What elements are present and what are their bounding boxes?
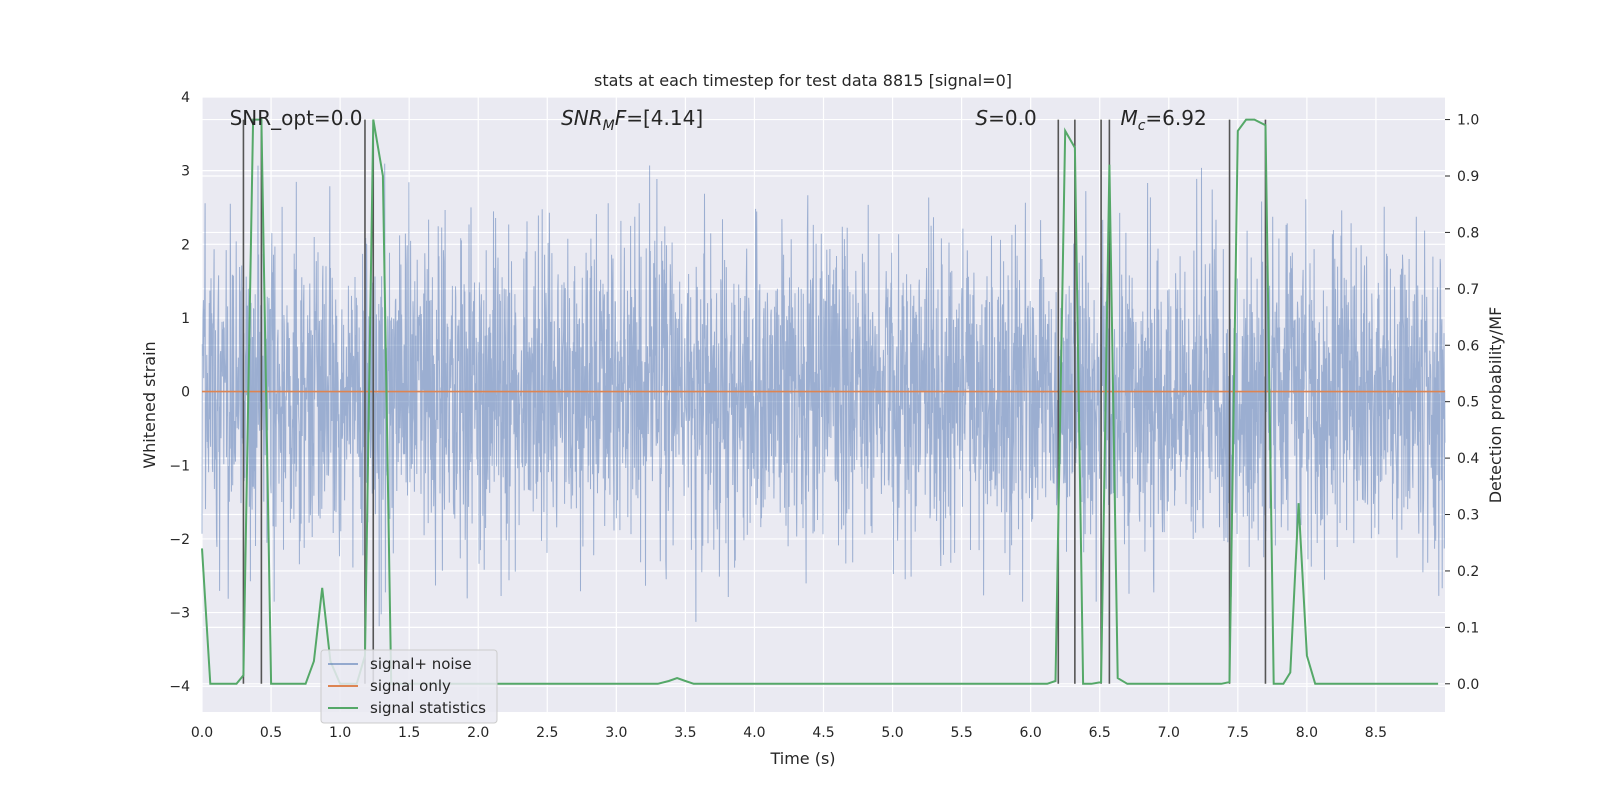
x-tick-label: 8.5 — [1365, 725, 1387, 741]
x-tick-label: 8.0 — [1296, 725, 1318, 741]
y-tick-label: −2 — [169, 532, 190, 548]
legend-label-noise: signal+ noise — [370, 655, 472, 673]
y2-tick-label: 0.5 — [1457, 395, 1479, 411]
y2-tick-label: 0.1 — [1457, 620, 1479, 636]
stats-line — [201, 118, 1439, 685]
x-tick-label: 6.0 — [1020, 725, 1042, 741]
x-tick-label: 3.0 — [605, 725, 627, 741]
y-axis-label: Whitened strain — [140, 341, 159, 468]
x-tick-label: 7.0 — [1158, 725, 1180, 741]
signal-statistics-series — [201, 118, 1439, 685]
chart-title: stats at each timestep for test data 881… — [594, 71, 1012, 90]
y-axis-ticks: 4 3 2 1 0 −1 −2 −3 −4 — [169, 90, 190, 695]
x-tick-label: 0.5 — [260, 725, 282, 741]
y2-tick-label: 1.0 — [1457, 113, 1479, 129]
signal-noise-series — [201, 163, 1446, 627]
x-tick-label: 4.5 — [812, 725, 834, 741]
y2-tick-label: 0.0 — [1457, 677, 1479, 693]
annotation-text: Mc=6.92 — [1120, 106, 1206, 134]
y2-tick-label: 0.4 — [1457, 451, 1479, 467]
legend-label-signal: signal only — [370, 677, 451, 695]
y-tick-label: 4 — [181, 90, 190, 106]
x-tick-label: 1.0 — [329, 725, 351, 741]
y-tick-label: 1 — [181, 311, 190, 327]
x-tick-label: 4.0 — [743, 725, 765, 741]
x-tick-label: 3.5 — [674, 725, 696, 741]
x-tick-label: 1.5 — [398, 725, 420, 741]
x-tick-label: 5.0 — [881, 725, 903, 741]
x-tick-label: 0.0 — [191, 725, 213, 741]
y-tick-label: −1 — [169, 458, 190, 474]
y2-tick-label: 0.6 — [1457, 338, 1479, 354]
y2-axis-ticks: 1.0 0.9 0.8 0.7 0.6 0.5 0.4 0.3 0.2 0.1 0.0 — [1445, 113, 1479, 693]
y2-tick-label: 0.2 — [1457, 564, 1479, 580]
x-tick-label: 5.5 — [950, 725, 972, 741]
y2-tick-label: 0.7 — [1457, 282, 1479, 298]
y-tick-label: 3 — [181, 164, 190, 180]
y-tick-label: −3 — [169, 606, 190, 622]
annotations: SNR_opt=0.0 SNRMF=[4.14] S=0.0 Mc=6.92 — [230, 106, 1207, 134]
y2-axis-label: Detection probability/MF — [1486, 307, 1505, 504]
x-tick-label: 6.5 — [1089, 725, 1111, 741]
x-tick-label: 2.0 — [467, 725, 489, 741]
legend-label-stats: signal statistics — [370, 699, 486, 717]
x-tick-label: 2.5 — [536, 725, 558, 741]
vertical-markers — [242, 119, 1267, 684]
legend: signal+ noise signal only signal statist… — [320, 649, 498, 724]
x-axis-ticks: 0.0 0.5 1.0 1.5 2.0 2.5 3.0 3.5 4.0 4.5 5.0 5.5 6.0 6… — [191, 725, 1387, 741]
y-tick-label: 0 — [181, 385, 190, 401]
annotation-text: SNR_opt=0.0 — [230, 106, 363, 130]
x-axis-label: Time (s) — [769, 749, 835, 768]
y-tick-label: −4 — [169, 679, 190, 695]
y2-tick-label: 0.9 — [1457, 169, 1479, 185]
y2-tick-label: 0.3 — [1457, 508, 1479, 524]
y2-tick-label: 0.8 — [1457, 225, 1479, 241]
y-tick-label: 2 — [181, 237, 190, 253]
annotation-text: SNRMF=[4.14] — [561, 106, 703, 134]
x-tick-label: 7.5 — [1227, 725, 1249, 741]
legend-box — [320, 649, 498, 724]
noise-line — [201, 163, 1446, 627]
annotation-text: S=0.0 — [975, 106, 1036, 130]
